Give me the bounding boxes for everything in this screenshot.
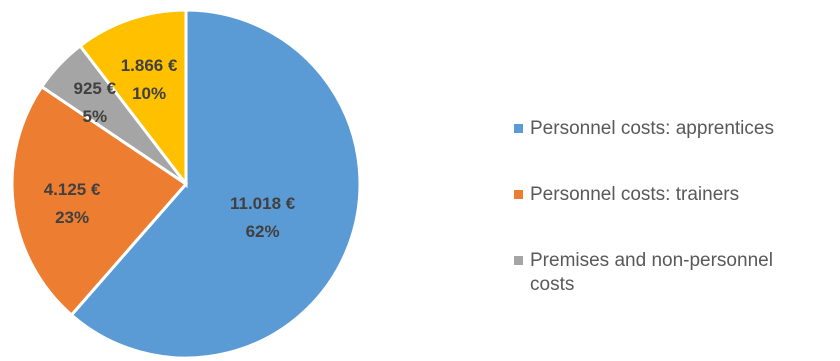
legend-label: Premises and non-personnel bbox=[530, 250, 773, 271]
pie-slice bbox=[10, 84, 189, 318]
slice-value-label: 11.018 € bbox=[230, 194, 296, 213]
legend-swatch bbox=[514, 124, 523, 133]
legend-label: costs bbox=[530, 274, 574, 295]
slice-value-label: 1.866 € bbox=[121, 56, 178, 75]
slice-value-label: 925 € bbox=[74, 79, 117, 98]
pie-slice bbox=[69, 8, 362, 360]
slice-percent-label: 62% bbox=[246, 222, 280, 241]
pie-slices bbox=[10, 8, 362, 360]
legend-item: Premises and non-personnel costs bbox=[514, 250, 773, 295]
chart-legend: Personnel costs: apprentices Personnel co… bbox=[514, 118, 774, 295]
slice-value-label: 4.125 € bbox=[44, 180, 101, 199]
legend-swatch bbox=[514, 190, 523, 199]
legend-label: Personnel costs: trainers bbox=[530, 184, 739, 205]
slice-percent-label: 10% bbox=[132, 84, 166, 103]
slice-percent-label: 23% bbox=[55, 208, 89, 227]
legend-item: Personnel costs: trainers bbox=[514, 184, 739, 205]
legend-swatch bbox=[514, 256, 523, 265]
pie-slice bbox=[78, 8, 188, 189]
slice-percent-label: 5% bbox=[83, 107, 108, 126]
legend-label: Personnel costs: apprentices bbox=[530, 118, 774, 139]
legend-item: Personnel costs: apprentices bbox=[514, 118, 774, 139]
pie-data-labels: 11.018 € 62% 4.125 € 23% 925 € 5% 1.866 € 10% bbox=[44, 56, 296, 241]
